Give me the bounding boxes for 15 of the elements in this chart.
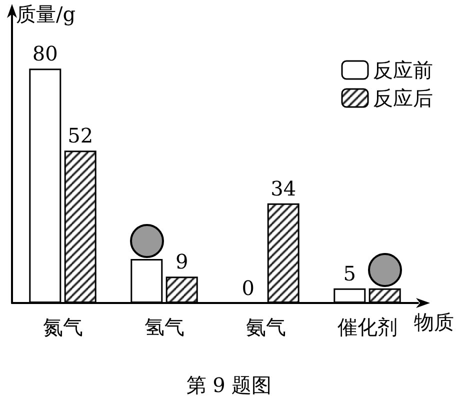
data-label: 52 — [68, 124, 94, 148]
x-axis-title: 物质 — [414, 310, 454, 334]
data-label: 34 — [270, 176, 296, 200]
x-tick-label: 氢气 — [144, 315, 184, 339]
text: 第 9 题图 — [186, 373, 272, 397]
x-tick-label: 氨气 — [246, 315, 286, 339]
y-axis-title: 质量/g — [16, 2, 76, 26]
legend-label: 反应前 — [373, 58, 433, 82]
x-tick-label: 催化剂 — [337, 315, 398, 339]
data-label: 5 — [343, 261, 356, 286]
data-label: 0 — [242, 276, 255, 300]
x-tick-label: 氮气 — [42, 315, 83, 339]
data-label: 80 — [32, 42, 58, 66]
data-label: 9 — [175, 250, 188, 274]
legend-label: 反应后 — [373, 86, 433, 110]
